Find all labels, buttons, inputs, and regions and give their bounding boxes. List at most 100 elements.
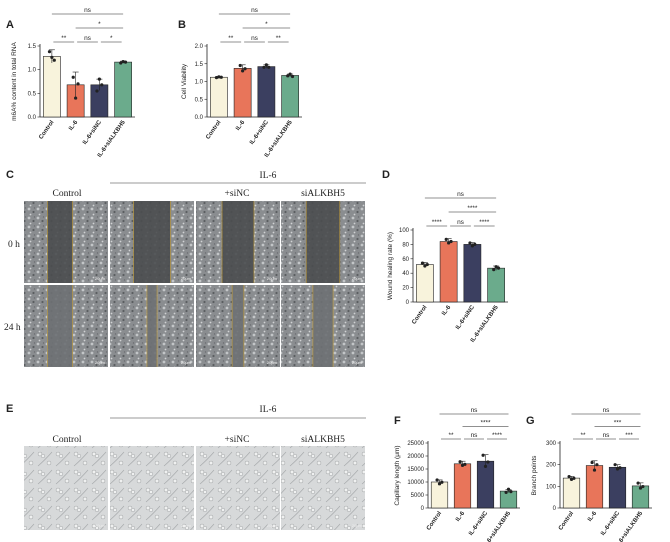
y-tick-label: 5000	[411, 493, 425, 499]
data-point	[470, 244, 474, 248]
scale-bar-label: 20μm	[352, 523, 363, 528]
significance-label: ****	[492, 432, 503, 439]
category-label: IL-6	[455, 510, 466, 523]
category-label: IL-6+siNC	[455, 304, 476, 331]
significance-label: ****	[479, 219, 490, 226]
data-point	[214, 75, 219, 80]
y-tick-label: 2.0	[195, 44, 204, 50]
data-point	[219, 75, 223, 79]
data-point	[615, 467, 620, 471]
data-point	[483, 464, 488, 468]
bar	[463, 244, 482, 303]
data-point	[420, 261, 425, 265]
chart-b: 0.0 0.5 1.0 1.5 2.0 Cell Viability Control IL-6…	[181, 7, 302, 159]
column-label-sialkbh5-c: siALKBH5	[301, 189, 345, 199]
y-tick-label: 0.5	[28, 91, 37, 97]
bar	[439, 241, 458, 303]
y-tick-label: 1.0	[195, 80, 204, 86]
tube-image-grid: 20μm 20μm 20μm 20μm	[24, 446, 365, 530]
y-tick-label: 1.5	[28, 44, 37, 50]
y-tick-label: 20	[402, 286, 409, 292]
y-axis-title: Wound healing rate (%)	[387, 232, 394, 300]
data-point	[449, 239, 453, 244]
data-point	[460, 463, 465, 467]
bar	[476, 460, 495, 509]
scale-bar-label: 20μm	[267, 276, 278, 281]
y-tick-label: 1.5	[195, 62, 204, 68]
panel-label-f: F	[394, 415, 401, 427]
data-point	[425, 262, 429, 267]
y-tick-label: 25000	[407, 441, 424, 447]
y-tick-label: 0	[421, 506, 425, 512]
data-point	[435, 478, 439, 482]
scale-bar-label: 20μm	[267, 523, 278, 528]
scale-bar-label: 20μm	[181, 276, 192, 281]
data-point	[567, 474, 571, 479]
data-point	[119, 61, 123, 65]
data-point	[267, 65, 271, 69]
significance-label: ***	[625, 432, 633, 439]
y-tick-label: 60	[402, 257, 409, 263]
y-tick-label: 300	[546, 441, 557, 447]
data-point	[47, 50, 52, 54]
data-point	[264, 63, 268, 67]
significance-label: **	[61, 35, 67, 42]
scale-bar-label: 20μm	[181, 360, 192, 365]
y-axis-title: Capillary length (μm)	[394, 445, 401, 505]
data-point	[590, 460, 594, 465]
wound-gap	[232, 285, 244, 367]
panel-label-a: A	[6, 19, 14, 31]
data-point	[423, 264, 427, 268]
y-axis-title: m6A% content in total RNA	[11, 41, 18, 120]
column-label-sinc-e: +siNC	[225, 435, 250, 445]
data-point	[123, 60, 128, 64]
bar	[499, 490, 518, 509]
data-point	[496, 266, 501, 270]
y-tick-label: 80	[402, 242, 409, 248]
bar	[585, 465, 604, 509]
significance-label: ns	[251, 7, 259, 14]
column-label-sinc-c: +siNC	[225, 189, 250, 199]
wound-gap	[312, 285, 334, 367]
wound-gap	[47, 201, 73, 283]
bar	[43, 56, 61, 118]
data-point	[618, 466, 622, 470]
data-point	[473, 242, 477, 246]
significance-label: ns	[457, 219, 465, 226]
wound-image-grid: 20μm 20μm 20μm 20μm 20μm 20μm 20μm 20μm	[24, 201, 365, 367]
significance-label: ****	[432, 219, 443, 226]
wound-gap	[146, 285, 158, 367]
data-point	[243, 67, 247, 71]
header-il6-c: IL-6	[260, 171, 277, 181]
data-point	[641, 484, 645, 489]
data-point	[463, 462, 467, 466]
y-tick-label: 10000	[407, 480, 424, 486]
y-tick-label: 1.0	[28, 68, 37, 74]
data-point	[100, 83, 104, 87]
data-point	[437, 482, 442, 486]
y-tick-label: 0.0	[195, 115, 204, 121]
y-tick-label: 40	[402, 271, 409, 277]
significance-label: ****	[480, 420, 491, 427]
column-label-control-c: Control	[52, 189, 81, 199]
significance-label: **	[580, 432, 586, 439]
y-tick-label: 100	[546, 484, 557, 490]
category-label: IL-6	[235, 119, 246, 132]
scale-bar-label: 20μm	[95, 523, 106, 528]
data-point	[595, 463, 599, 467]
data-point	[468, 241, 472, 245]
significance-label: ns	[457, 191, 465, 198]
chart-d: 0 20 40 60 80 100 Wound healing rate (%) Contro…	[387, 191, 508, 344]
column-label-control-e: Control	[52, 435, 81, 445]
scale-bar-label: 20μm	[95, 360, 106, 365]
data-point	[217, 75, 221, 79]
header-il6-e: IL-6	[260, 405, 277, 415]
data-point	[509, 490, 513, 494]
category-label: IL-6	[68, 119, 79, 132]
significance-label: ns	[471, 407, 479, 414]
data-point	[569, 477, 574, 481]
data-point	[613, 463, 617, 467]
data-point	[71, 75, 75, 79]
category-label: Control	[205, 119, 222, 140]
data-point	[444, 237, 448, 241]
